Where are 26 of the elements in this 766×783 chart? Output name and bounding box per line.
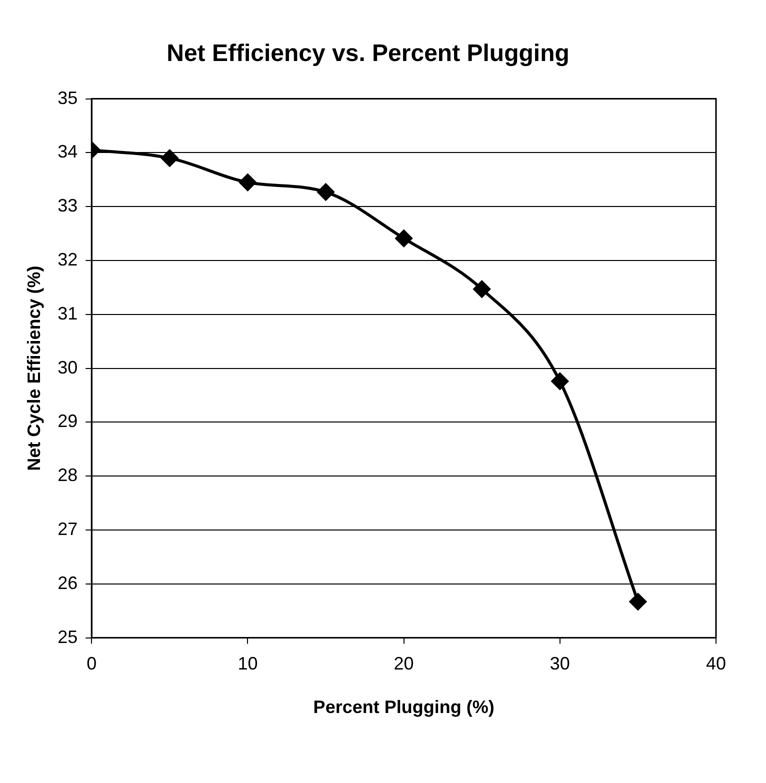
point	[473, 280, 490, 298]
y-tick-label: 27	[58, 518, 78, 539]
point	[239, 174, 256, 191]
y-axis-title: Net Cycle Efficiency (%)	[24, 266, 44, 471]
x-tick-label: 30	[550, 654, 570, 674]
point	[629, 593, 646, 610]
y-tick-label: 34	[58, 142, 78, 162]
y-tick-label: 28	[58, 465, 78, 486]
y-tick-label: 26	[58, 572, 78, 593]
point	[317, 184, 334, 201]
y-tick-label: 31	[58, 303, 78, 324]
point	[395, 230, 412, 247]
x-tick-label: 20	[394, 654, 414, 674]
y-tick-label: 35	[58, 88, 78, 108]
y-tick-label: 32	[58, 249, 78, 270]
y-tick-label: 25	[58, 626, 78, 647]
chart-title: Net Efficiency vs. Percent Plugging	[166, 40, 570, 68]
y-tick-label: 30	[58, 357, 78, 378]
x-tick-label: 40	[706, 654, 726, 674]
x-tick-label: 0	[86, 654, 97, 674]
x-axis-title: Percent Plugging (%)	[313, 697, 494, 718]
y-tick-label: 29	[58, 411, 78, 432]
point	[551, 372, 568, 390]
x-tick-label: 10	[238, 654, 258, 674]
y-tick-label: 33	[58, 196, 78, 216]
point	[161, 150, 178, 167]
